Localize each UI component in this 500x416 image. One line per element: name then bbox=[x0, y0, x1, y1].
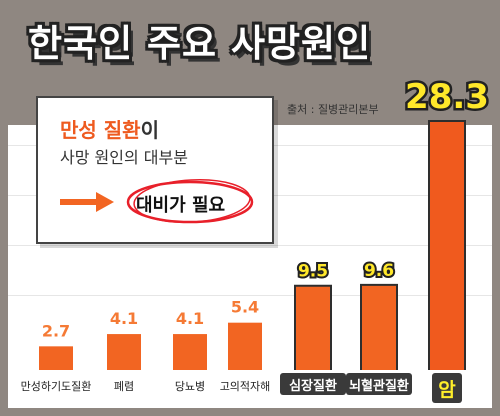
category-label: 뇌혈관질환 bbox=[349, 378, 409, 394]
bar-value-label: 4.1 bbox=[176, 309, 204, 328]
page-title: 한국인 주요 사망원인 bbox=[28, 22, 372, 65]
category-label-bg bbox=[346, 373, 412, 395]
callout-line3: 대비가 필요 bbox=[136, 195, 226, 216]
bar bbox=[362, 285, 396, 370]
category-label: 심장질환 bbox=[289, 378, 337, 394]
gridline bbox=[8, 245, 492, 246]
hand-drawn-circle-icon bbox=[126, 179, 254, 224]
callout-line1-rest: 이 bbox=[140, 118, 159, 142]
category-label: 만성하기도질환 bbox=[21, 379, 92, 393]
bar bbox=[173, 334, 207, 370]
callout-highlight: 만성 질환 bbox=[60, 118, 141, 142]
category-label: 고의적자해 bbox=[220, 379, 271, 393]
gridline bbox=[8, 295, 492, 296]
bar-value-label: 9.6 bbox=[364, 261, 394, 281]
category-label: 폐렴 bbox=[114, 380, 134, 393]
bar-value-label: 5.4 bbox=[231, 298, 259, 317]
callout-line1: 만성 질환이 bbox=[60, 114, 159, 143]
bar-value-label: 9.5 bbox=[298, 262, 328, 282]
bar bbox=[228, 322, 262, 370]
bar bbox=[107, 334, 141, 370]
category-label: 암 bbox=[438, 379, 456, 401]
bar-value-label: 4.1 bbox=[110, 309, 138, 328]
source-note: 출처 : 질병관리본부 bbox=[287, 103, 379, 116]
bar bbox=[296, 286, 330, 370]
category-label-bg bbox=[432, 373, 462, 403]
callout-line2: 사망 원인의 대부분 bbox=[60, 148, 188, 167]
category-label-bg bbox=[280, 373, 346, 395]
right-arrow-icon bbox=[60, 192, 114, 212]
category-label: 당뇨병 bbox=[175, 380, 205, 393]
bar bbox=[430, 122, 464, 370]
bar-value-label: 28.3 bbox=[405, 77, 489, 117]
callout-box: 만성 질환이 사망 원인의 대부분 대비가 필요 bbox=[36, 96, 274, 244]
bar bbox=[39, 346, 73, 370]
bar-value-label: 2.7 bbox=[42, 321, 70, 340]
